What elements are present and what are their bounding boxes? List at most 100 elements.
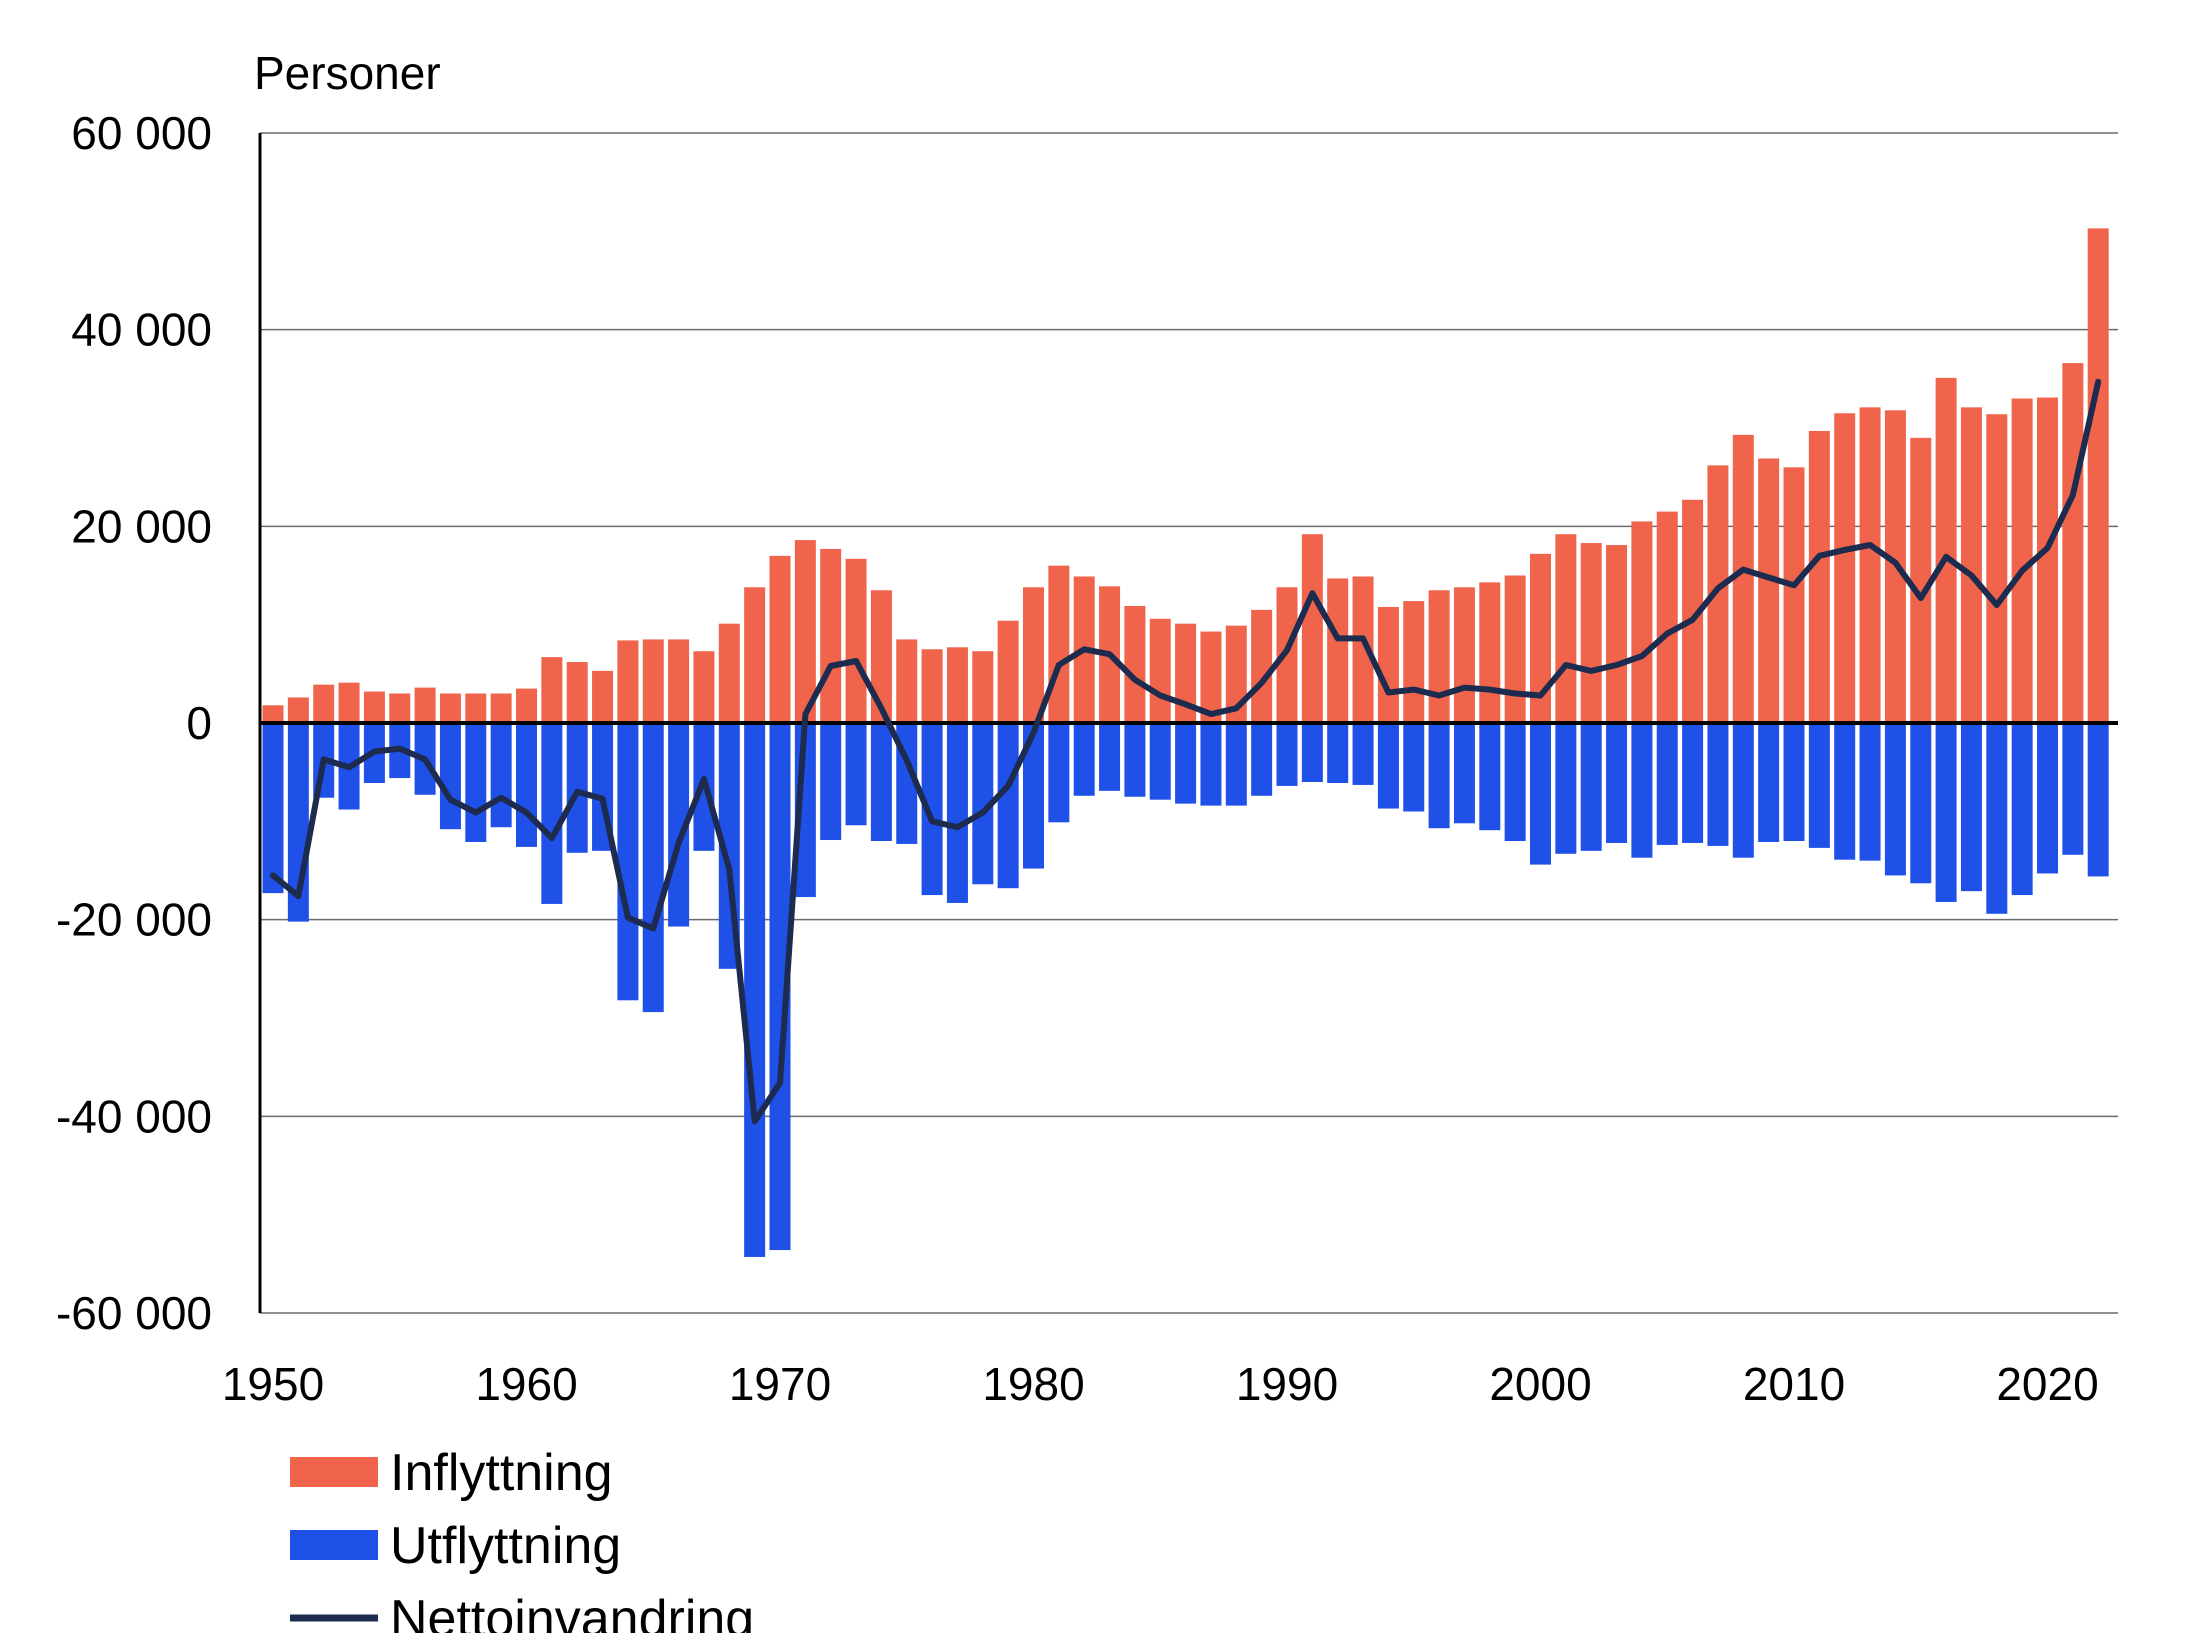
bar-utflyttning-1961 — [541, 723, 563, 904]
bar-inflyttning-1993 — [1352, 576, 1374, 723]
bar-utflyttning-1994 — [1377, 723, 1399, 809]
bar-utflyttning-1970 — [769, 723, 791, 1251]
bar-inflyttning-1980 — [1023, 587, 1044, 723]
bar-utflyttning-2003 — [1606, 723, 1628, 843]
bar-inflyttning-2021 — [2062, 363, 2084, 723]
bar-inflyttning-1995 — [1403, 601, 1425, 723]
bar-inflyttning-1956 — [414, 687, 436, 723]
bar-inflyttning-1979 — [997, 620, 1019, 723]
bar-utflyttning-2006 — [1682, 723, 1704, 843]
bar-utflyttning-1966 — [668, 723, 690, 927]
bar-inflyttning-1959 — [490, 693, 512, 723]
bar-utflyttning-1978 — [972, 723, 994, 885]
bar-utflyttning-1972 — [820, 723, 842, 841]
bar-inflyttning-1967 — [693, 651, 715, 723]
bar-inflyttning-2011 — [1808, 430, 1830, 723]
bar-inflyttning-2012 — [1834, 413, 1856, 723]
y-tick-label: -20 000 — [56, 894, 212, 946]
bar-utflyttning-1964 — [617, 723, 639, 1001]
bar-inflyttning-2010 — [1783, 467, 1805, 723]
bar-utflyttning-2011 — [1808, 723, 1830, 848]
y-tick-label: 0 — [186, 697, 212, 749]
bar-inflyttning-1998 — [1479, 582, 1501, 723]
bar-inflyttning-1965 — [642, 639, 664, 723]
legend: Inflyttning Utflyttning Nettoinvandring — [290, 1444, 754, 1633]
bar-inflyttning-2022 — [2087, 228, 2109, 723]
bar-inflyttning-2003 — [1606, 545, 1628, 723]
bar-utflyttning-2021 — [2062, 723, 2084, 855]
bar-inflyttning-1973 — [845, 558, 867, 723]
bar-inflyttning-1990 — [1276, 587, 1298, 723]
bar-utflyttning-1999 — [1504, 723, 1526, 841]
bar-inflyttning-2006 — [1682, 499, 1704, 723]
bar-inflyttning-1972 — [820, 548, 842, 723]
bar-utflyttning-1969 — [744, 723, 766, 1257]
bar-inflyttning-1962 — [566, 662, 588, 723]
bar-inflyttning-1978 — [972, 651, 994, 723]
x-tick-label: 2000 — [1489, 1358, 1591, 1410]
bar-inflyttning-2015 — [1910, 437, 1932, 723]
bar-inflyttning-1992 — [1327, 578, 1349, 723]
bar-inflyttning-2013 — [1859, 407, 1881, 723]
bar-utflyttning-2000 — [1530, 723, 1551, 865]
bar-inflyttning-1961 — [541, 657, 563, 723]
bar-utflyttning-2014 — [1884, 723, 1906, 876]
bar-utflyttning-1958 — [465, 723, 487, 842]
bar-utflyttning-1982 — [1073, 723, 1095, 796]
bar-inflyttning-1977 — [946, 647, 968, 723]
bar-inflyttning-1952 — [313, 684, 335, 723]
y-tick-label: 40 000 — [71, 304, 212, 356]
bar-utflyttning-2013 — [1859, 723, 1881, 861]
bar-utflyttning-1974 — [870, 723, 892, 841]
bar-inflyttning-1954 — [363, 691, 385, 723]
legend-label-utflyttning: Utflyttning — [390, 1517, 621, 1575]
line-nettoinvandring — [270, 378, 2102, 1125]
bar-inflyttning-1950 — [262, 705, 284, 723]
bar-utflyttning-2009 — [1758, 723, 1780, 842]
bar-inflyttning-1986 — [1175, 623, 1197, 723]
bar-inflyttning-2019 — [2011, 398, 2033, 723]
bar-utflyttning-2005 — [1656, 723, 1678, 845]
bar-inflyttning-2018 — [1986, 414, 2008, 723]
bar-utflyttning-1987 — [1200, 723, 1222, 806]
bar-inflyttning-1987 — [1200, 631, 1222, 723]
bar-utflyttning-2001 — [1555, 723, 1577, 854]
x-tick-label: 1990 — [1236, 1358, 1338, 1410]
bar-inflyttning-1963 — [592, 670, 614, 723]
bar-inflyttning-1960 — [516, 688, 537, 723]
bar-utflyttning-1950 — [262, 723, 284, 894]
bar-inflyttning-1997 — [1453, 587, 1475, 723]
legend-label-nettoinvandring: Nettoinvandring — [390, 1590, 754, 1633]
bars — [262, 228, 2109, 1257]
y-tick-label: -60 000 — [56, 1287, 212, 1339]
bar-utflyttning-1962 — [566, 723, 588, 853]
bar-inflyttning-1966 — [668, 639, 690, 723]
legend-swatch-utflyttning — [290, 1530, 378, 1560]
bar-utflyttning-2002 — [1580, 723, 1602, 851]
bar-utflyttning-1990 — [1276, 723, 1298, 786]
bar-inflyttning-1974 — [870, 590, 892, 723]
bar-inflyttning-1970 — [769, 555, 791, 723]
bar-utflyttning-1989 — [1251, 723, 1273, 796]
axes — [258, 133, 2118, 1313]
x-tick-label: 2020 — [1996, 1358, 2098, 1410]
bar-utflyttning-1985 — [1149, 723, 1171, 800]
bar-utflyttning-2010 — [1783, 723, 1805, 841]
bar-inflyttning-1957 — [439, 693, 461, 723]
x-tick-label: 1980 — [982, 1358, 1084, 1410]
bar-inflyttning-1968 — [718, 623, 740, 723]
bar-utflyttning-1986 — [1175, 723, 1197, 804]
gridlines — [260, 132, 2118, 1314]
y-tick-label: -40 000 — [56, 1090, 212, 1142]
x-tick-label: 1970 — [729, 1358, 831, 1410]
bar-inflyttning-1994 — [1377, 606, 1399, 723]
bar-inflyttning-1981 — [1048, 565, 1070, 723]
bar-utflyttning-2007 — [1707, 723, 1729, 846]
bar-utflyttning-1965 — [642, 723, 664, 1013]
bar-inflyttning-1958 — [465, 693, 487, 723]
bar-utflyttning-1959 — [490, 723, 512, 828]
bar-utflyttning-1981 — [1048, 723, 1070, 823]
x-tick-label: 2010 — [1743, 1358, 1845, 1410]
y-tick-label: 60 000 — [71, 107, 212, 159]
